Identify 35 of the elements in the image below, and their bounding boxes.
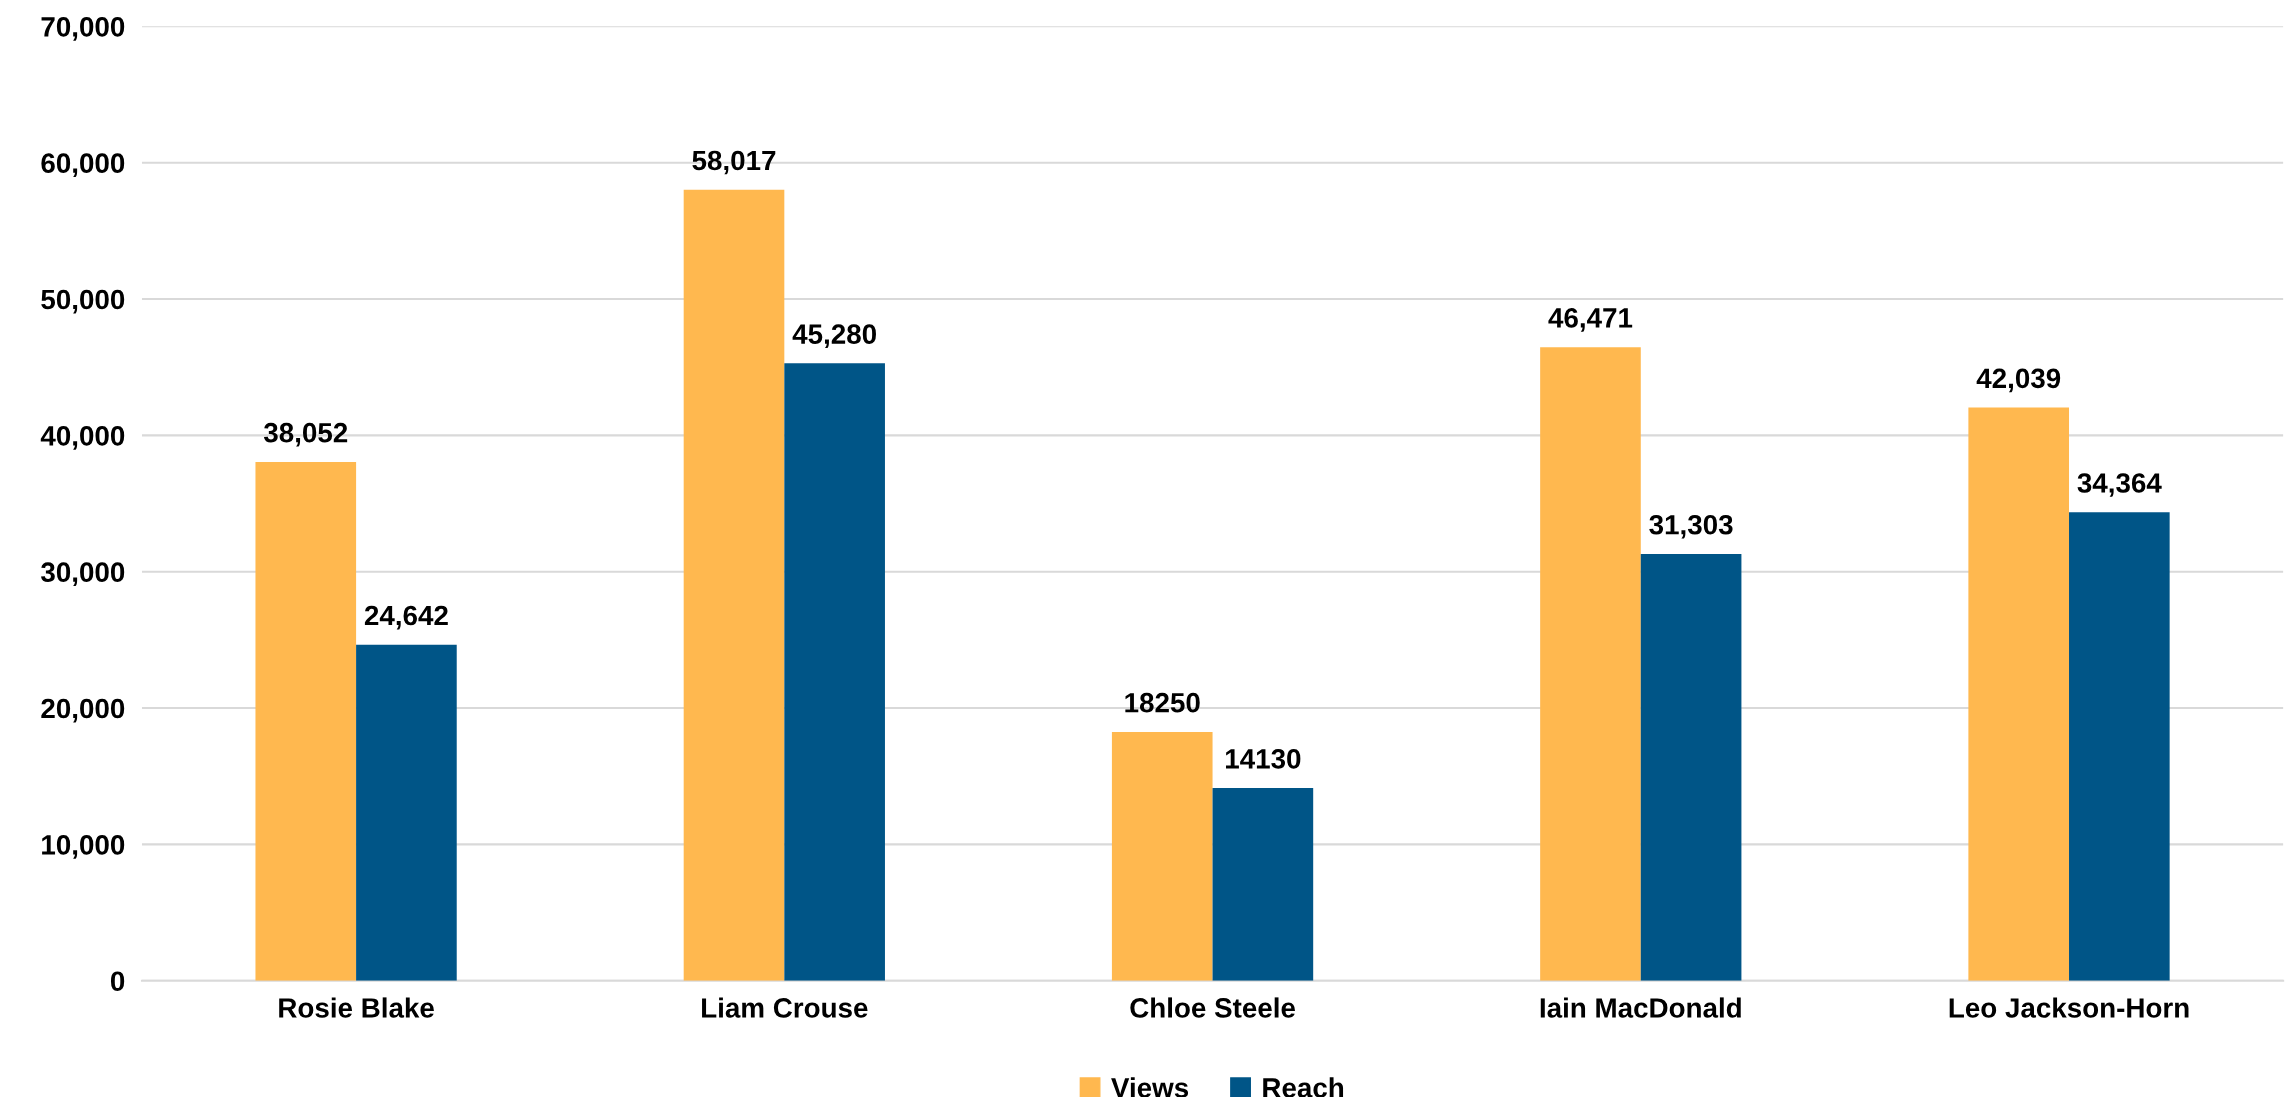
x-tick-label: Rosie Blake [279, 997, 434, 1018]
data-label: 14130 [1226, 749, 1301, 769]
y-tick-label: 60,000 [41, 153, 125, 178]
data-label: 18250 [1125, 692, 1200, 713]
legend-label: Reach [1263, 1077, 1344, 1097]
bar [356, 644, 457, 981]
data-label: 46,471 [1548, 308, 1633, 332]
y-tick-label: 0 [110, 971, 125, 992]
y-tick-label: 70,000 [41, 17, 125, 41]
bar [1111, 731, 1213, 981]
bar [255, 461, 357, 981]
data-label: 24,642 [364, 605, 448, 630]
bar [784, 363, 885, 981]
bar [683, 189, 785, 981]
bar [1640, 553, 1742, 981]
x-tick-label: Chloe Steele [1130, 997, 1295, 1018]
bar [1968, 407, 2070, 981]
x-tick-label: Leo Jackson-Horn [1949, 997, 2189, 1018]
y-tick-label: 40,000 [40, 426, 125, 450]
legend-label: Views [1111, 1077, 1189, 1097]
y-tick-label: 20,000 [41, 698, 125, 723]
y-tick-label: 10,000 [42, 835, 125, 859]
y-tick-label: 50,000 [41, 289, 125, 314]
data-label: 34,364 [2077, 473, 2162, 497]
y-tick-label: 30,000 [41, 562, 125, 587]
data-label: 38,052 [263, 422, 348, 447]
data-label: 31,303 [1649, 514, 1733, 539]
data-label: 45,280 [792, 324, 876, 349]
bar [2069, 512, 2170, 981]
data-label: 42,039 [1976, 368, 2061, 393]
bar [1540, 347, 1641, 981]
x-tick-label: Liam Crouse [702, 997, 868, 1018]
bar [1212, 788, 1314, 981]
data-label: 58,017 [692, 150, 776, 175]
x-tick-label: Iain MacDonald [1540, 997, 1741, 1018]
